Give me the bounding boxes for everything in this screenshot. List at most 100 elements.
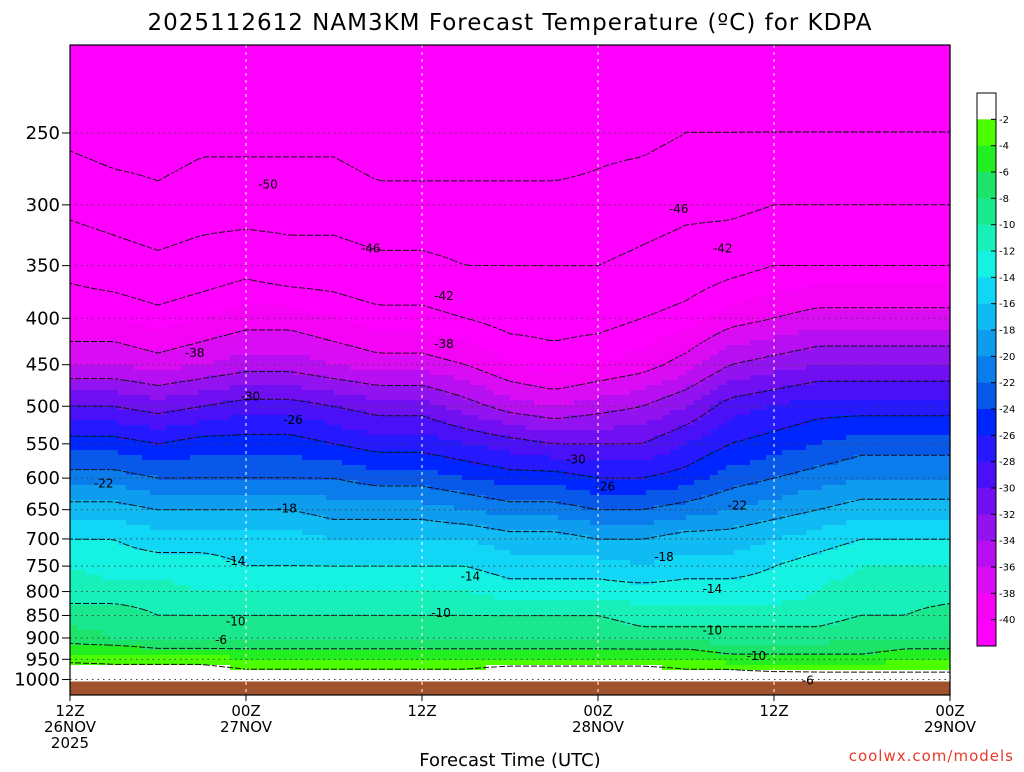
temperature-cell [262,115,271,121]
temperature-cell [790,110,799,116]
temperature-cell [134,80,143,86]
temperature-cell [638,135,647,141]
temperature-cell [878,155,887,161]
temperature-cell [830,85,839,91]
temperature-cell [854,260,863,266]
temperature-cell [942,75,951,81]
temperature-cell [206,210,215,216]
temperature-cell [566,230,575,236]
temperature-cell [374,245,383,251]
temperature-cell [518,185,527,191]
temperature-cell [342,165,351,171]
temperature-cell [518,115,527,121]
temperature-cell [582,155,591,161]
temperature-cell [678,200,687,206]
temperature-cell [534,45,543,51]
temperature-cell [190,95,199,101]
temperature-cell [502,235,511,241]
temperature-cell [878,85,887,91]
temperature-cell [934,75,943,81]
temperature-cell [494,145,503,151]
temperature-cell [598,195,607,201]
temperature-cell [822,200,831,206]
temperature-cell [382,210,391,216]
temperature-cell [718,145,727,151]
temperature-cell [398,165,407,171]
temperature-cell [118,165,127,171]
temperature-cell [846,70,855,76]
temperature-cell [270,210,279,216]
temperature-cell [670,175,679,181]
temperature-cell [886,80,895,86]
temperature-cell [662,185,671,191]
temperature-cell [110,195,119,201]
temperature-cell [390,165,399,171]
temperature-cell [822,50,831,56]
temperature-cell [494,170,503,176]
temperature-cell [70,185,79,191]
temperature-cell [238,130,247,136]
temperature-cell [862,95,871,101]
temperature-cell [230,270,239,276]
temperature-cell [454,130,463,136]
temperature-cell [334,120,343,126]
temperature-cell [854,60,863,66]
temperature-cell [806,50,815,56]
temperature-cell [742,120,751,126]
temperature-cell [86,80,95,86]
temperature-cell [638,55,647,61]
temperature-cell [926,190,935,196]
temperature-cell [422,120,431,126]
temperature-cell [342,75,351,81]
temperature-cell [686,115,695,121]
temperature-cell [366,95,375,101]
temperature-cell [206,190,215,196]
temperature-cell [406,120,415,126]
temperature-cell [630,130,639,136]
temperature-cell [502,60,511,66]
temperature-cell [182,110,191,116]
temperature-cell [94,255,103,261]
temperature-cell [550,155,559,161]
temperature-cell [526,190,535,196]
temperature-cell [790,85,799,91]
temperature-cell [830,100,839,106]
temperature-cell [294,105,303,111]
temperature-cell [822,225,831,231]
temperature-cell [582,235,591,241]
temperature-cell [334,110,343,116]
temperature-cell [838,240,847,246]
temperature-cell [582,190,591,196]
temperature-cell [326,135,335,141]
temperature-cell [190,210,199,216]
temperature-cell [894,175,903,181]
temperature-cell [374,60,383,66]
temperature-cell [262,220,271,226]
temperature-cell [542,210,551,216]
temperature-cell [222,175,231,181]
temperature-cell [254,50,263,56]
temperature-cell [854,155,863,161]
temperature-cell [446,210,455,216]
temperature-cell [614,250,623,256]
temperature-cell [110,200,119,206]
temperature-cell [878,150,887,156]
temperature-cell [230,200,239,206]
temperature-cell [742,200,751,206]
temperature-cell [510,185,519,191]
temperature-cell [766,130,775,136]
temperature-cell [902,215,911,221]
temperature-cell [846,60,855,66]
temperature-cell [70,80,79,86]
temperature-cell [78,195,87,201]
temperature-cell [582,50,591,56]
temperature-cell [630,265,639,271]
temperature-cell [174,135,183,141]
temperature-cell [486,140,495,146]
temperature-cell [614,115,623,121]
temperature-cell [758,70,767,76]
temperature-cell [198,205,207,211]
temperature-cell [710,180,719,186]
temperature-cell [446,265,455,271]
temperature-cell [614,170,623,176]
